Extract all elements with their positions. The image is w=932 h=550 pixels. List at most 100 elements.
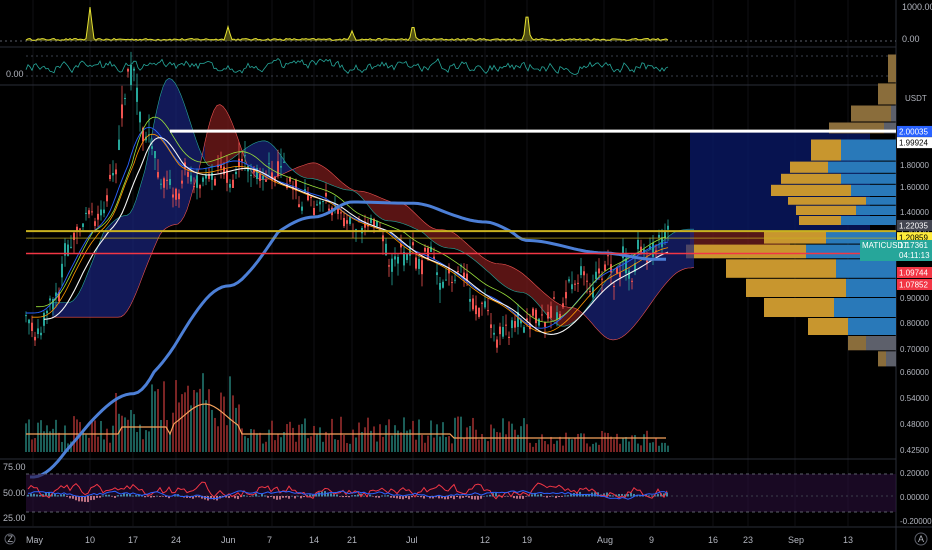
volume-bar xyxy=(172,412,174,452)
volume-bar xyxy=(157,389,159,452)
macd-histogram-bar xyxy=(498,495,500,497)
volume-bar xyxy=(577,433,579,452)
candle-body xyxy=(490,324,492,328)
cloud-segment xyxy=(316,163,319,181)
candle-body xyxy=(424,247,426,252)
candle-body xyxy=(523,327,525,333)
volume-profile-bar-down xyxy=(726,259,836,278)
macd-histogram-bar xyxy=(111,496,113,497)
cloud-segment xyxy=(451,231,454,249)
volume-bar xyxy=(64,425,66,452)
volume-bar xyxy=(61,441,63,452)
candle-body xyxy=(73,232,75,241)
candle-body xyxy=(166,179,168,181)
cloud-segment xyxy=(613,267,616,340)
macd-histogram-bar xyxy=(210,496,212,499)
candle-body xyxy=(475,305,477,315)
volume-bar xyxy=(271,420,273,452)
candle-body xyxy=(415,257,417,269)
volume-bar xyxy=(565,432,567,452)
volume-bar xyxy=(250,428,252,452)
volume-ma-line xyxy=(26,403,666,439)
candle-body xyxy=(238,158,240,168)
volume-bar xyxy=(310,436,312,452)
cloud-segment xyxy=(616,264,619,340)
candle-body xyxy=(406,253,408,261)
macd-histogram-bar xyxy=(54,494,56,497)
macd-histogram-bar xyxy=(132,495,134,497)
macd-histogram-bar xyxy=(504,496,506,497)
price-tag-bg xyxy=(897,279,932,290)
candle-body xyxy=(268,163,270,165)
volume-bar xyxy=(592,443,594,452)
volume-bar xyxy=(109,442,111,452)
volume-bar xyxy=(208,389,210,452)
volume-profile-bar-down xyxy=(790,161,828,173)
cloud-segment xyxy=(136,190,139,294)
cloud-segment xyxy=(466,242,469,256)
cloud-segment xyxy=(130,208,133,307)
volume-bar xyxy=(85,434,87,452)
price-tag: 1.99924 xyxy=(897,137,932,149)
candle-body xyxy=(487,310,489,312)
candle-body xyxy=(457,271,459,273)
macd-histogram-bar xyxy=(462,496,464,498)
macd-histogram-bar xyxy=(435,496,437,498)
cloud-segment xyxy=(691,229,694,268)
cloud-segment xyxy=(229,115,232,161)
candle-body xyxy=(187,171,189,177)
volume-bar xyxy=(43,431,45,452)
volume-bar xyxy=(169,431,171,452)
macd-histogram-bar xyxy=(243,495,245,497)
candle-body xyxy=(484,301,486,308)
volume-bar xyxy=(493,428,495,452)
candle-body xyxy=(106,195,108,202)
candle-body xyxy=(469,299,471,302)
volume-bar xyxy=(397,430,399,452)
volume-bar xyxy=(319,427,321,452)
macd-histogram-bar xyxy=(465,496,467,497)
volume-bar xyxy=(274,440,276,452)
macd-histogram-bar xyxy=(303,496,305,498)
macd-histogram-bar xyxy=(138,494,140,497)
cloud-segment xyxy=(172,79,175,226)
volume-bar xyxy=(433,437,435,452)
macd-histogram-bar xyxy=(624,494,626,497)
cloud-segment xyxy=(160,86,163,235)
volume-bar xyxy=(244,436,246,452)
macd-histogram-bar xyxy=(363,495,365,497)
candle-body xyxy=(418,258,420,269)
candle-body xyxy=(103,209,105,214)
price-tick: 0.60000 xyxy=(900,368,929,377)
candle-body xyxy=(595,271,597,279)
macd-histogram-bar xyxy=(618,493,620,497)
macd-histogram-bar xyxy=(447,496,449,500)
macd-histogram-bar xyxy=(336,494,338,497)
candle-body xyxy=(436,272,438,276)
volume-bar xyxy=(541,434,543,452)
volume-bar xyxy=(475,429,477,452)
macd-histogram-bar xyxy=(381,495,383,497)
macd-histogram-bar xyxy=(63,494,65,497)
volume-bar xyxy=(121,415,123,452)
candle-body xyxy=(598,268,600,274)
macd-histogram-bar xyxy=(237,496,239,500)
volume-bar xyxy=(76,419,78,452)
candle-body xyxy=(364,221,366,228)
cloud-segment xyxy=(106,225,109,318)
macd-histogram-bar xyxy=(648,495,650,497)
volume-bar xyxy=(304,418,306,452)
volume-bar xyxy=(142,439,144,452)
cloud-segment xyxy=(268,141,271,180)
volume-bar xyxy=(325,431,327,452)
macd-histogram-bar xyxy=(606,492,608,497)
cloud-segment xyxy=(679,230,682,272)
cloud-segment xyxy=(664,237,667,286)
volume-bar xyxy=(553,443,555,452)
cloud-segment xyxy=(274,146,277,178)
macd-histogram-bar xyxy=(315,493,317,497)
macd-histogram-bar xyxy=(558,496,560,497)
macd-histogram-bar xyxy=(552,495,554,497)
macd-histogram-bar xyxy=(375,496,377,498)
